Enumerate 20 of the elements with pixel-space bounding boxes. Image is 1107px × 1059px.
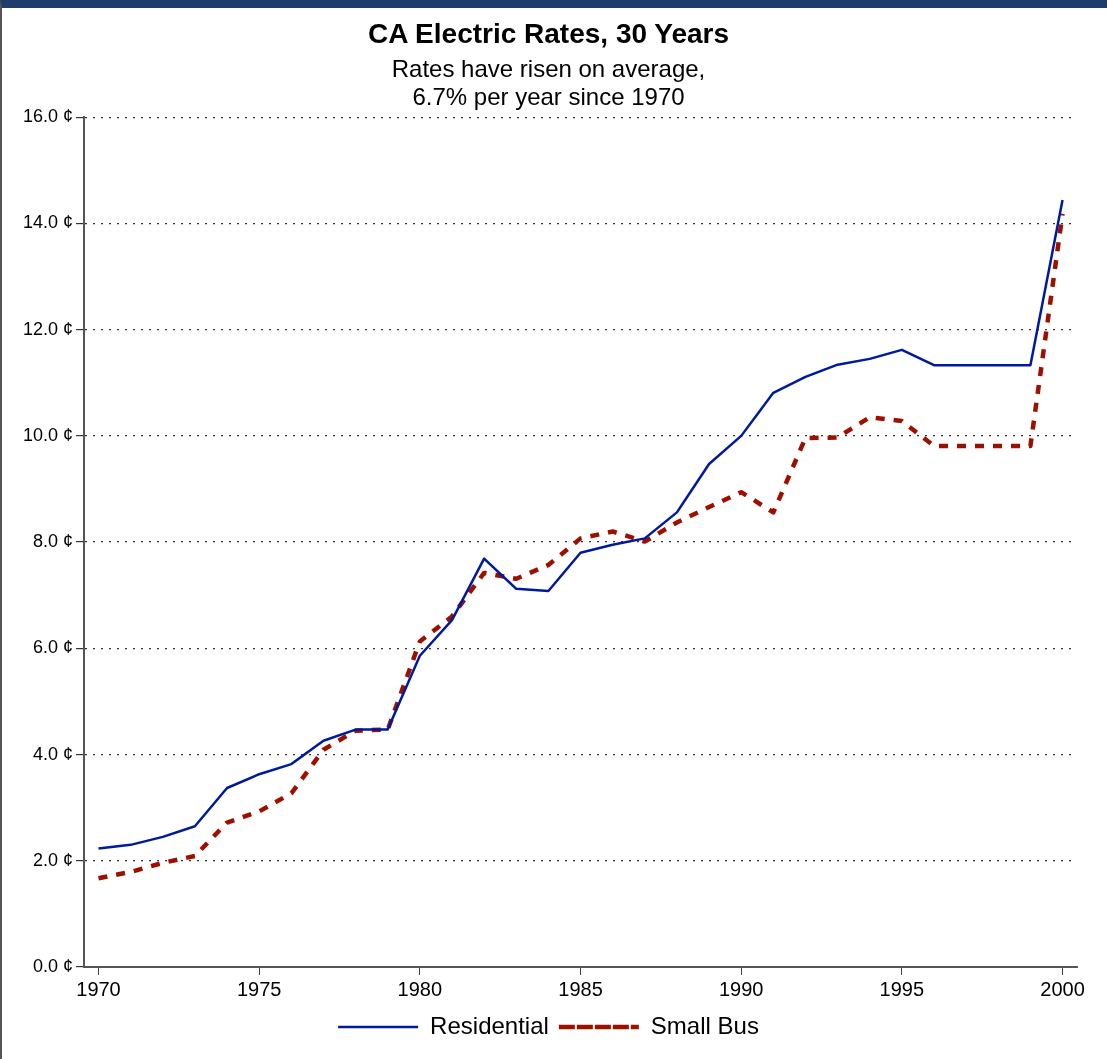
x-tick-label: 1970 [76, 977, 121, 1000]
x-tick-label: 1995 [879, 977, 925, 1000]
y-tick-label: 16.0 ¢ [23, 106, 74, 127]
legend-label: Small Bus [650, 1011, 759, 1039]
x-tick-label: 1985 [558, 977, 603, 1000]
y-tick-label: 8.0 ¢ [33, 531, 74, 552]
y-tick-label: 2.0 ¢ [33, 849, 74, 870]
x-tick-label: 1975 [236, 977, 282, 1000]
y-tick-label: 12.0 ¢ [23, 318, 74, 339]
y-tick-label: 6.0 ¢ [33, 637, 74, 658]
x-tick-label: 1990 [718, 977, 764, 1000]
y-tick-label: 0.0 ¢ [33, 955, 74, 976]
x-tick-label: 2000 [1040, 977, 1085, 1000]
y-tick-label: 4.0 ¢ [33, 743, 74, 764]
y-tick-label: 14.0 ¢ [23, 212, 74, 233]
x-tick-label: 1980 [397, 977, 443, 1000]
chart-subtitle: Rates have risen on average, 6.7% per year since 1970 [391, 54, 706, 111]
y-tick-label: 10.0 ¢ [23, 424, 74, 445]
legend-label: Residential [430, 1011, 549, 1039]
chart-title: CA Electric Rates, 30 Years [367, 17, 730, 49]
